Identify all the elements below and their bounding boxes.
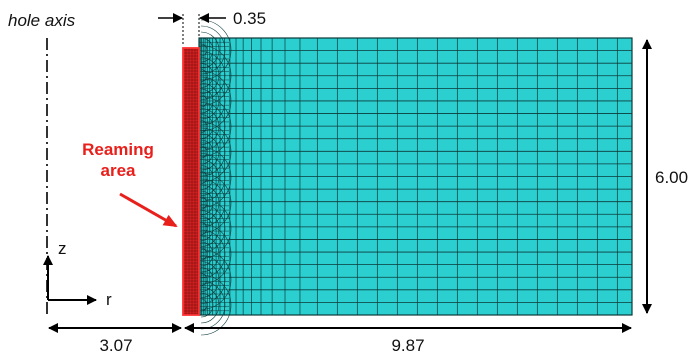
workpiece-mesh: [198, 19, 633, 336]
reaming-area: [182, 47, 200, 316]
hole-axis-label: hole axis: [8, 11, 76, 30]
reaming-label-line2: area: [101, 161, 137, 180]
axis-z-label: z: [58, 239, 67, 258]
axis-r-label: r: [106, 290, 112, 309]
dimension-reaming-width: [158, 13, 226, 46]
dimension-hole-radius-value: 3.07: [99, 336, 132, 355]
dimension-workpiece-height-value: 6.00: [655, 168, 688, 187]
coordinate-axes-icon: [43, 255, 97, 305]
dimension-reaming-width-value: 0.35: [233, 9, 266, 28]
mesh-lines: [198, 19, 632, 336]
reaming-strip-outline: [182, 47, 200, 316]
reaming-label-line1: Reaming: [82, 140, 154, 159]
dimension-workpiece-width-value: 9.87: [391, 336, 424, 355]
reaming-callout-arrow-icon: [119, 192, 178, 228]
reaming-strip-lines: [183, 48, 199, 315]
